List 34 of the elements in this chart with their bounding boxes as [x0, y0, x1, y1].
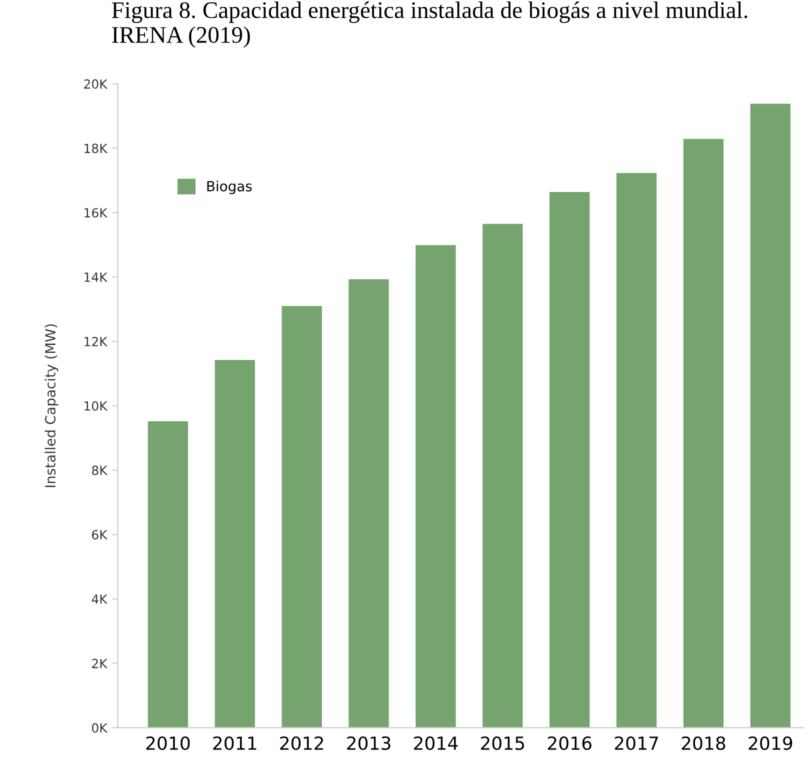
bar: [750, 104, 790, 728]
x-tick-label: 2014: [414, 736, 458, 750]
x-tick-label: 2015: [480, 736, 524, 750]
y-tick-label: 4K: [92, 594, 108, 604]
y-tick-label: 12K: [84, 336, 108, 346]
legend-label: Biogas: [207, 180, 252, 194]
x-tick-label: 2018: [682, 736, 726, 750]
y-tick-label: 16K: [84, 208, 108, 218]
y-tick-label: 14K: [84, 272, 108, 282]
y-tick-label: 10K: [84, 401, 108, 411]
chart-title: Figura 8. Capacidad energética instalada de biogás a nivel mundial. IRENA (2019): [112, 2, 748, 48]
x-tick-label: 2013: [347, 736, 390, 750]
bar: [148, 421, 188, 728]
x-tick-label: 2012: [280, 736, 323, 750]
bar: [282, 306, 322, 728]
y-axis-title: Installed Capacity (MW): [44, 324, 58, 488]
y-tick-label: 8K: [92, 466, 108, 476]
x-tick-label: 2010: [146, 736, 190, 750]
bar: [348, 279, 389, 728]
bar: [482, 224, 523, 728]
y-tick-label: 2K: [92, 658, 108, 668]
y-tick-label: 20K: [84, 79, 108, 89]
bar: [416, 245, 456, 728]
y-tick-label: 18K: [84, 144, 108, 154]
y-tick-label: 0K: [92, 723, 108, 733]
x-tick-label: 2011: [213, 736, 256, 750]
y-tick-label: 6K: [92, 530, 108, 540]
x-tick-label: 2017: [614, 736, 658, 750]
bar: [683, 138, 724, 728]
bar: [550, 192, 590, 728]
bar: [214, 360, 255, 728]
x-tick-label: 2016: [548, 736, 592, 750]
x-tick-label: 2019: [748, 736, 792, 750]
bar: [616, 173, 657, 728]
